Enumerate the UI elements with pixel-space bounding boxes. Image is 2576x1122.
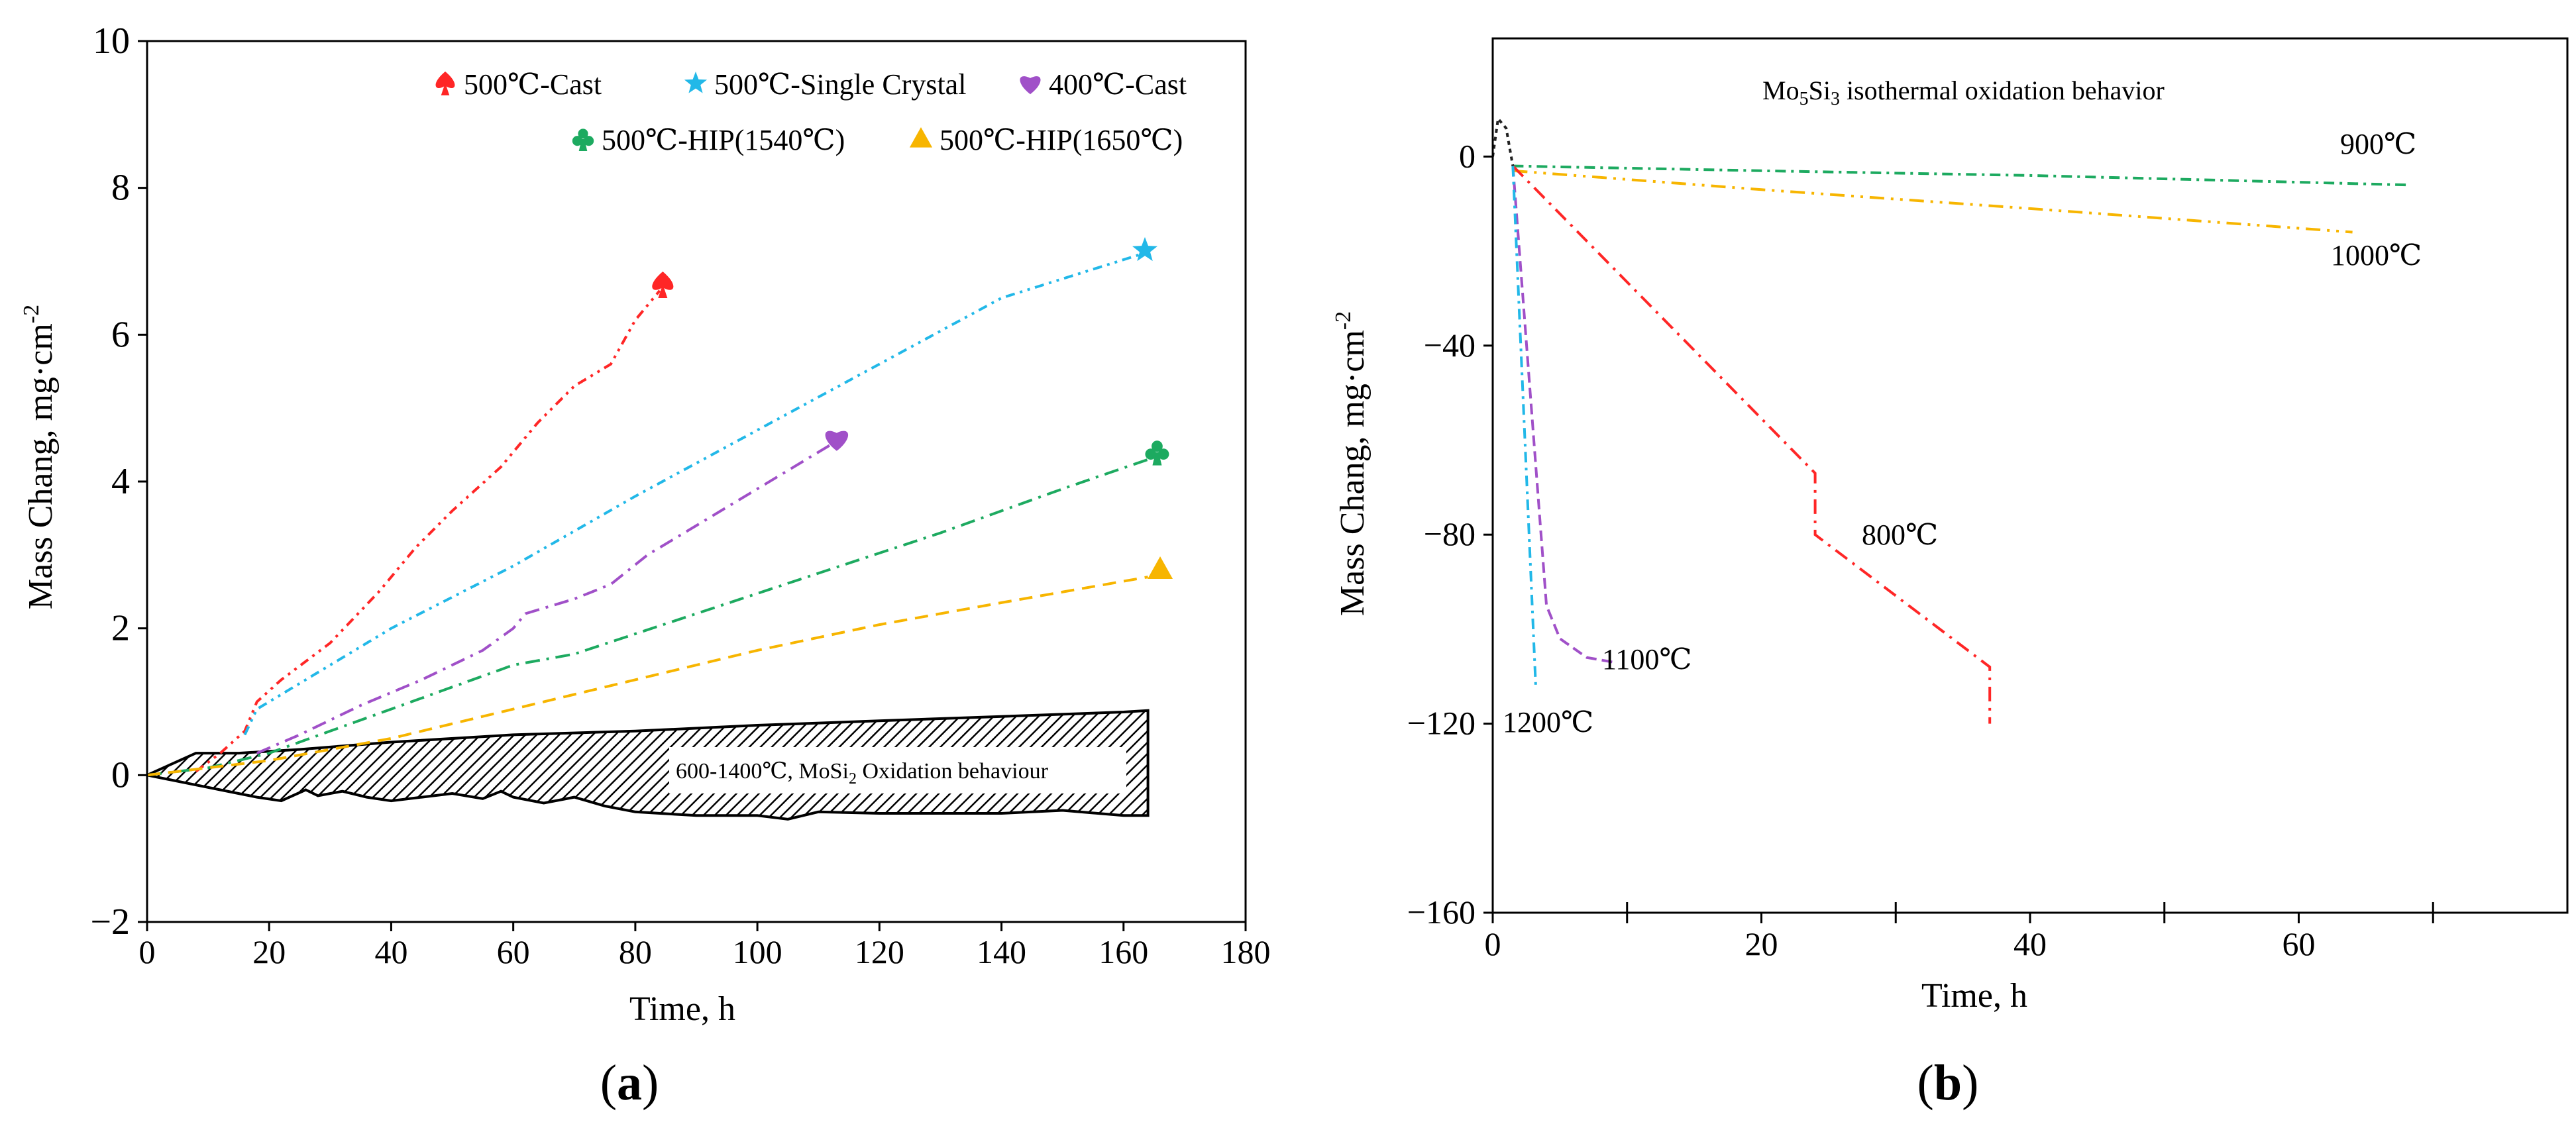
- a-panel-label: (a): [600, 1055, 659, 1111]
- a-x-tick-label: 120: [855, 933, 904, 970]
- a-legend-label-4: 500℃-HIP(1650℃): [939, 124, 1183, 156]
- a-series-marker-2: [825, 431, 849, 451]
- a-x-tick-label: 160: [1099, 933, 1148, 970]
- a-legend-marker-3: [572, 128, 594, 151]
- label-1100c: 1100℃: [1602, 643, 1692, 676]
- a-y-axis-label: Mass Chang, mg·cm-2: [19, 305, 60, 609]
- b-y-axis-label: Mass Chang, mg·cm-2: [1331, 311, 1371, 616]
- label-1000c: 1000℃: [2331, 239, 2422, 272]
- a-legend-marker-4: [909, 127, 933, 148]
- b-y-tick-label: −80: [1424, 515, 1476, 552]
- a-x-tick-label: 80: [619, 933, 652, 970]
- b-panel-label: (b): [1917, 1055, 1979, 1111]
- a-x-tick-label: 40: [374, 933, 407, 970]
- label-800c: 800℃: [1862, 519, 1938, 551]
- a-band-label-box: [669, 747, 1126, 793]
- b-series-line-4: [1511, 166, 1537, 686]
- a-y-tick-label: 6: [111, 314, 130, 355]
- b-plot-frame: [1491, 37, 2569, 914]
- b-x-tick-label: 40: [2013, 925, 2047, 962]
- a-y-ticks: −2 0 2 4 6 8 10: [90, 21, 147, 943]
- a-series-marker-3: [1145, 440, 1169, 466]
- a-series-line-2: [256, 443, 832, 754]
- b-y-ticks: −160 −120 −80 −40 0: [1407, 137, 1493, 931]
- a-mosi2-band: [147, 709, 1150, 821]
- a-legend-label-3: 500℃-HIP(1540℃): [602, 124, 845, 156]
- a-legend-label-1: 500℃-Single Crystal: [714, 68, 966, 101]
- a-x-tick-label: 180: [1221, 933, 1271, 970]
- b-series-line-1: [1513, 169, 2353, 234]
- panel-b-chart: 0 20 40 60 −160 −120 −80 −40 0 Mo5Si3 isotherma…: [1331, 37, 2569, 1111]
- a-legend-marker-0: [435, 72, 455, 95]
- a-series-line-0: [195, 289, 661, 773]
- a-legend-marker-2: [1020, 76, 1041, 95]
- b-series-line-3: [1511, 166, 1614, 664]
- a-legend-marker-1: [684, 72, 708, 93]
- a-x-tick-label: 140: [977, 933, 1026, 970]
- b-series-line-2: [1511, 165, 1992, 724]
- label-900c: 900℃: [2340, 128, 2416, 160]
- a-y-tick-label: 8: [111, 168, 130, 209]
- a-series-marker-0: [652, 271, 674, 298]
- b-series-group: [1493, 115, 2406, 724]
- a-x-tick-label: 0: [139, 933, 156, 970]
- a-y-tick-label: 0: [111, 754, 130, 795]
- b-y-tick-label: −40: [1424, 327, 1476, 364]
- b-chart-title: Mo5Si3 isothermal oxidation behavior: [1762, 76, 2165, 109]
- a-series-group: [147, 252, 1149, 777]
- a-y-tick-label: 4: [111, 461, 130, 502]
- b-x-tick-label: 20: [1745, 925, 1778, 962]
- a-series-line-3: [147, 458, 1149, 777]
- b-x-tick-label: 0: [1485, 925, 1501, 962]
- b-series-line-0: [1513, 164, 2406, 187]
- b-y-tick-label: −120: [1407, 705, 1476, 742]
- a-series-line-1: [243, 252, 1142, 736]
- a-y-tick-label: −2: [90, 901, 130, 943]
- a-band-label: 600-1400℃, MoSi2 Oxidation behaviour: [676, 759, 1049, 788]
- a-x-tick-label: 60: [497, 933, 530, 970]
- a-x-axis-label: Time, h: [629, 990, 735, 1028]
- label-1200c: 1200℃: [1503, 706, 1593, 739]
- b-y-tick-label: 0: [1459, 137, 1476, 174]
- a-y-tick-label: 2: [111, 608, 130, 649]
- b-x-tick-label: 60: [2282, 925, 2316, 962]
- a-x-tick-label: 100: [733, 933, 782, 970]
- b-y-tick-label: −160: [1407, 893, 1476, 931]
- a-x-ticks: 0 20 40 60 80 100 120 140 160 180: [139, 922, 1271, 970]
- a-series-marker-4: [1148, 556, 1173, 579]
- a-marker-group: [652, 236, 1173, 579]
- a-y-tick-label: 10: [93, 21, 130, 62]
- a-legend: 500℃-Cast 500℃-Single Crystal 400℃-Cast 500…: [435, 68, 1187, 156]
- a-x-tick-label: 20: [252, 933, 286, 970]
- a-legend-label-2: 400℃-Cast: [1049, 68, 1187, 101]
- b-x-axis-label: Time, h: [1921, 977, 2027, 1015]
- b-series-line-5: [1493, 115, 1515, 166]
- a-series-line-4: [147, 576, 1148, 777]
- a-series-marker-1: [1132, 236, 1157, 262]
- b-x-ticks: 0 20 40 60: [1485, 902, 2434, 962]
- a-legend-label-0: 500℃-Cast: [464, 68, 602, 101]
